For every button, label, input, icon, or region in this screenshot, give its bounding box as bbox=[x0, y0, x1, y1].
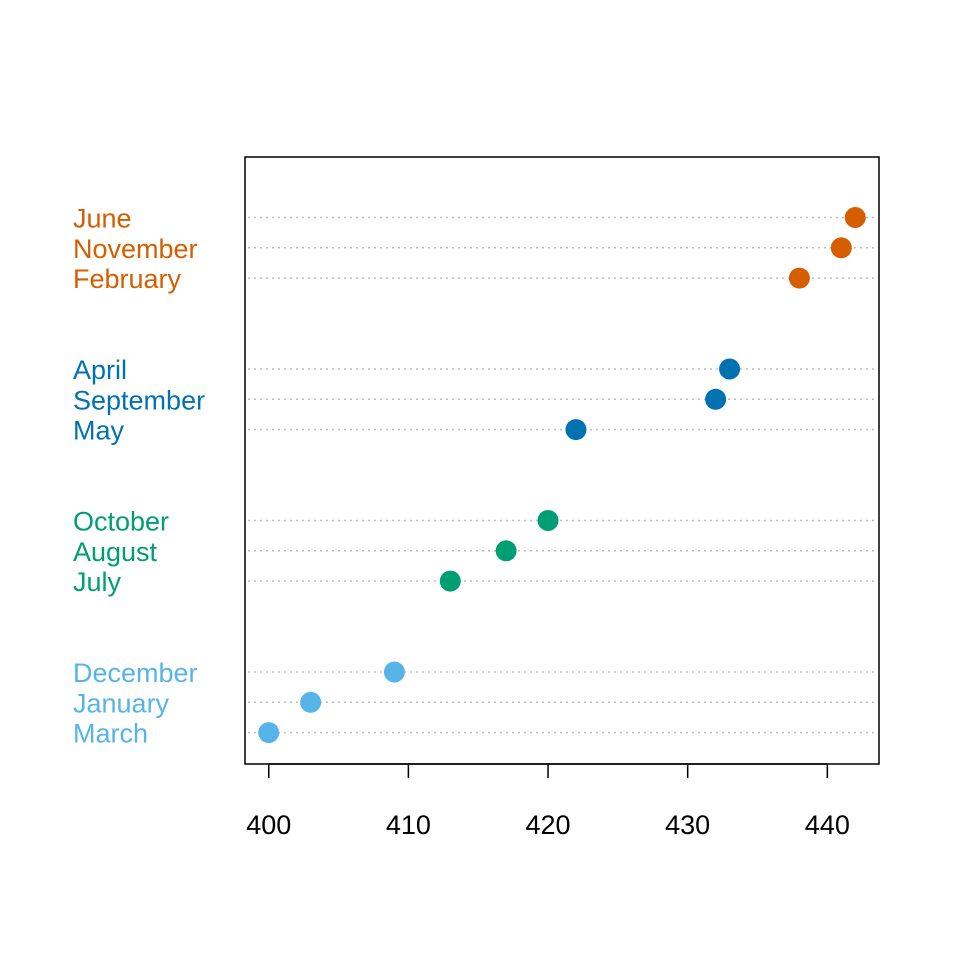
category-label-september: September bbox=[73, 385, 205, 415]
category-label-june: June bbox=[73, 204, 132, 234]
data-point-december bbox=[383, 661, 405, 683]
x-tick-label: 430 bbox=[665, 810, 710, 840]
x-tick-label: 440 bbox=[805, 810, 850, 840]
category-label-january: January bbox=[73, 688, 170, 718]
category-label-december: December bbox=[73, 658, 198, 688]
x-axis: 400 410 420 430 440 bbox=[246, 763, 850, 840]
x-tick-label: 410 bbox=[386, 810, 431, 840]
category-label-february: February bbox=[73, 264, 182, 294]
category-label-may: May bbox=[73, 416, 125, 446]
x-tick-label: 420 bbox=[526, 810, 571, 840]
data-point-may bbox=[565, 419, 587, 441]
category-label-april: April bbox=[73, 355, 127, 385]
category-label-march: March bbox=[73, 719, 148, 749]
category-label-november: November bbox=[73, 234, 198, 264]
data-point-july bbox=[439, 570, 461, 592]
data-point-january bbox=[300, 691, 322, 713]
guide-lines bbox=[248, 216, 875, 734]
x-tick-label: 400 bbox=[246, 810, 291, 840]
data-point-march bbox=[258, 722, 280, 744]
data-point-april bbox=[719, 358, 741, 380]
data-points bbox=[258, 207, 866, 744]
data-point-august bbox=[495, 540, 517, 562]
data-point-november bbox=[830, 237, 852, 259]
category-label-august: August bbox=[73, 537, 158, 567]
data-point-october bbox=[537, 510, 559, 531]
category-label-october: October bbox=[73, 507, 169, 537]
data-point-september bbox=[705, 388, 727, 410]
category-label-july: July bbox=[73, 567, 122, 597]
data-point-february bbox=[788, 267, 810, 289]
data-point-june bbox=[844, 207, 866, 228]
